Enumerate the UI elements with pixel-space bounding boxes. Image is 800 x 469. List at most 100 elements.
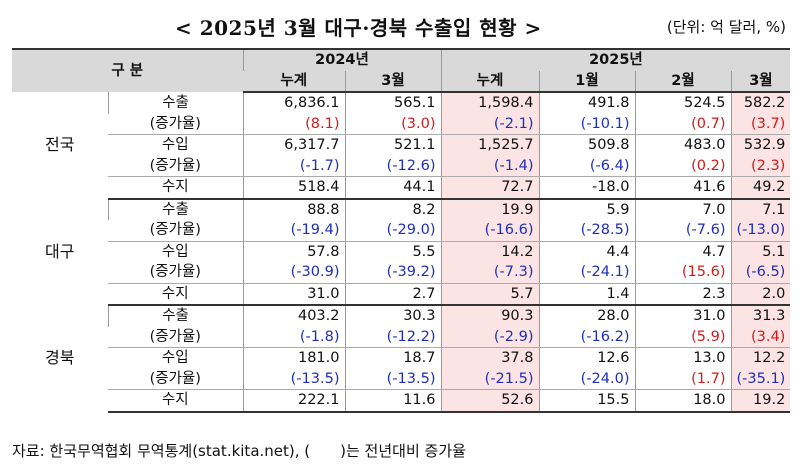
row-label: (증가율) — [108, 155, 243, 177]
value-cell: 90.3 — [440, 305, 539, 327]
row-label: 수입 — [161, 350, 189, 367]
value-cell: 2.3 — [634, 283, 731, 306]
value-cell: 6,317.7 — [242, 134, 345, 156]
value-cell: 1,598.4 — [440, 92, 539, 114]
value-cell: 15.5 — [538, 389, 635, 413]
table-row: 전국 수출 6,836.1 565.1 1,598.4 491.8 524.5 582.2 — [12, 92, 791, 154]
value-cell: 7.0 — [634, 198, 731, 220]
value-cell: 12.2 — [730, 347, 791, 369]
value-cell: (-29.0) — [344, 220, 441, 242]
table-row: (증가율) (8.1) (3.0) (-2.1) (-10.1) (0.7) (3.7) — [12, 113, 791, 135]
value-cell: 37.8 — [440, 347, 539, 369]
value-cell: 5.1 — [730, 241, 791, 262]
value-cell: (-10.1) — [538, 113, 635, 135]
value-cell: (-39.2) — [344, 262, 441, 284]
value-cell: (-2.1) — [440, 113, 539, 135]
row-label: 수지 — [108, 389, 243, 413]
table-row: (증가율) (-30.9) (-39.2) (-7.3) (-24.1) (15.6) (-… — [12, 262, 791, 284]
value-cell: (3.7) — [730, 113, 791, 135]
row-label: 수출 — [107, 198, 243, 220]
col-header: 1월 — [538, 70, 635, 93]
table-row: 경북 수출 403.2 30.3 90.3 28.0 31.0 31.3 — [12, 305, 791, 367]
value-cell: 4.7 — [634, 241, 731, 262]
value-cell: 52.6 — [440, 389, 539, 413]
table-row: (증가율) (-13.5) (-13.5) (-21.5) (-24.0) (1.7) (-… — [12, 368, 791, 390]
col-header: 3월 — [344, 70, 441, 93]
row-label: 수지 — [108, 283, 243, 306]
value-cell: 19.2 — [730, 389, 791, 413]
col-header: 누계 — [440, 70, 539, 93]
value-cell: (-2.9) — [440, 326, 539, 348]
trade-table: 구 분 2024년 2025년 누계 3월 누계 1월 2월 3월 전국 수출 6,… — [12, 48, 791, 413]
region-label: 경북 — [45, 348, 75, 368]
value-cell: 491.8 — [538, 92, 635, 114]
table-row: (증가율) (-1.8) (-12.2) (-2.9) (-16.2) (5.9) (3.4… — [12, 326, 791, 348]
value-cell: 8.2 — [344, 198, 441, 220]
value-cell: (-1.7) — [242, 155, 345, 177]
row-label: 수입 — [161, 137, 189, 154]
value-cell: 44.1 — [344, 176, 441, 200]
value-cell: 1,525.7 — [440, 134, 539, 156]
value-cell: 31.3 — [730, 305, 791, 327]
unit-note: (단위: 억 달러, %) — [666, 18, 786, 36]
value-cell: (-21.5) — [440, 368, 539, 390]
value-cell: 72.7 — [440, 176, 539, 200]
value-cell: (-30.9) — [242, 262, 345, 284]
value-cell: (8.1) — [242, 113, 345, 135]
row-label: 수출 — [107, 305, 243, 327]
year-2025-header: 2025년 — [440, 48, 791, 71]
value-cell: (2.3) — [730, 155, 791, 177]
value-cell: 57.8 — [242, 241, 345, 262]
source-note: 자료: 한국무역협회 무역통계(stat.kita.net), ( )는 전년대… — [12, 442, 466, 460]
value-cell: (-35.1) — [730, 368, 791, 390]
value-cell: 2.0 — [730, 283, 791, 306]
value-cell: 532.9 — [730, 134, 791, 156]
value-cell: 7.1 — [730, 198, 791, 220]
col-header: 2월 — [634, 70, 731, 93]
value-cell: 483.0 — [634, 134, 731, 156]
value-cell: (-24.1) — [538, 262, 635, 284]
region-label: 전국 — [45, 135, 75, 155]
value-cell: 4.4 — [538, 241, 635, 262]
value-cell: (-13.0) — [730, 220, 791, 242]
value-cell: 6,836.1 — [242, 92, 345, 114]
col-header: 3월 — [730, 70, 791, 93]
value-cell: (-12.6) — [344, 155, 441, 177]
table-row: 수지 31.0 2.7 5.7 1.4 2.3 2.0 — [12, 283, 791, 306]
value-cell: (1.7) — [634, 368, 731, 390]
value-cell: 88.8 — [242, 198, 345, 220]
row-label: (증가율) — [108, 262, 243, 284]
value-cell: (-6.5) — [730, 262, 791, 284]
value-cell: -18.0 — [538, 176, 635, 200]
title-bar: < 2025년 3월 대구·경북 수출입 현황 > (단위: 억 달러, %) — [0, 8, 800, 42]
value-cell: (15.6) — [634, 262, 731, 284]
value-cell: 31.0 — [634, 305, 731, 327]
value-cell: 5.7 — [440, 283, 539, 306]
value-cell: 509.8 — [538, 134, 635, 156]
page-title: < 2025년 3월 대구·경북 수출입 현황 > — [175, 16, 542, 40]
value-cell: 31.0 — [242, 283, 345, 306]
value-cell: 524.5 — [634, 92, 731, 114]
region-label: 대구 — [45, 241, 75, 261]
value-cell: (-16.6) — [440, 220, 539, 242]
value-cell: 18.0 — [634, 389, 731, 413]
row-label: (증가율) — [108, 220, 243, 242]
value-cell: 5.9 — [538, 198, 635, 220]
row-label: (증가율) — [108, 368, 243, 390]
value-cell: (-28.5) — [538, 220, 635, 242]
value-cell: (-13.5) — [344, 368, 441, 390]
value-cell: (-24.0) — [538, 368, 635, 390]
value-cell: (3.4) — [730, 326, 791, 348]
value-cell: (-6.4) — [538, 155, 635, 177]
value-cell: 18.7 — [344, 347, 441, 369]
value-cell: (-7.6) — [634, 220, 731, 242]
value-cell: 565.1 — [344, 92, 441, 114]
value-cell: (-16.2) — [538, 326, 635, 348]
value-cell: 5.5 — [344, 241, 441, 262]
value-cell: 41.6 — [634, 176, 731, 200]
col-header: 누계 — [243, 70, 345, 93]
row-label: 수출 — [107, 92, 243, 114]
value-cell: 11.6 — [344, 389, 441, 413]
table-row: 수입 6,317.7 521.1 1,525.7 509.8 483.0 532.9 — [12, 134, 791, 156]
row-label: 수지 — [108, 176, 243, 200]
